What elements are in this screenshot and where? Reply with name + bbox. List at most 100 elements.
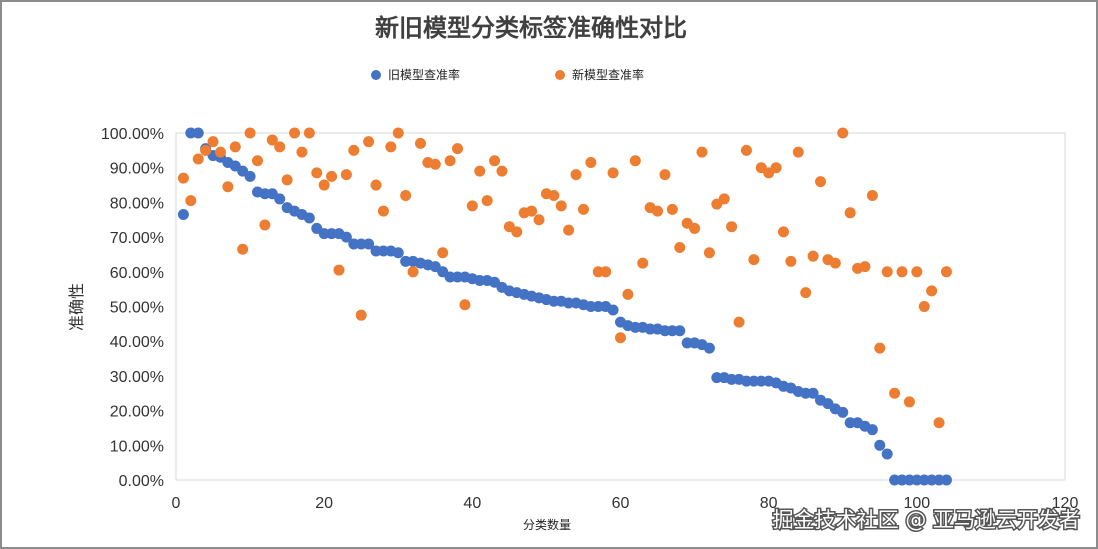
new-model-point — [400, 189, 412, 201]
new-model-point — [229, 141, 241, 153]
new-model-point — [333, 264, 345, 276]
new-model-point — [251, 155, 263, 167]
y-tick-label: 90.00% — [110, 161, 164, 178]
new-model-point — [844, 207, 856, 219]
y-tick-label: 0.00% — [119, 473, 164, 490]
new-model-point — [874, 342, 886, 354]
new-model-point — [777, 226, 789, 238]
new-model-point — [726, 221, 738, 233]
new-model-point — [637, 257, 649, 269]
new-model-point — [392, 127, 404, 139]
new-model-point — [570, 169, 582, 181]
new-model-point — [526, 205, 538, 217]
new-model-point — [903, 396, 915, 408]
old-model-point — [874, 439, 886, 451]
new-model-point — [407, 266, 419, 278]
x-tick-label: 100 — [903, 495, 930, 512]
new-model-point — [414, 137, 426, 149]
old-model-point — [244, 170, 256, 182]
old-model-point — [192, 127, 204, 139]
y-tick-label: 40.00% — [110, 334, 164, 351]
new-model-point — [918, 301, 930, 312]
new-model-point — [281, 174, 293, 186]
new-model-point — [896, 266, 908, 278]
new-model-point — [340, 169, 352, 181]
new-model-point — [911, 266, 923, 278]
new-model-point — [192, 153, 204, 165]
series-old-model — [177, 127, 952, 486]
new-model-point — [489, 155, 501, 167]
new-model-point — [326, 170, 338, 182]
new-model-point — [718, 193, 730, 205]
new-model-point — [466, 200, 478, 212]
x-tick-label: 0 — [172, 495, 181, 512]
y-tick-label: 60.00% — [110, 265, 164, 282]
new-model-point — [377, 205, 389, 217]
y-tick-label: 80.00% — [110, 195, 164, 212]
old-model-point — [940, 474, 952, 486]
new-model-point — [370, 179, 382, 191]
chart-title: 新旧模型分类标签准确性对比 — [375, 14, 687, 42]
y-tick-label: 20.00% — [110, 404, 164, 421]
new-model-point — [859, 261, 871, 273]
new-model-point — [866, 189, 878, 201]
x-tick-label: 40 — [463, 495, 481, 512]
plot-area — [175, 132, 1066, 481]
new-model-point — [474, 165, 486, 177]
new-model-point — [437, 247, 449, 259]
new-model-point — [259, 219, 271, 231]
new-model-point — [666, 203, 678, 215]
y-tick-label: 100.00% — [101, 126, 164, 143]
new-model-point — [577, 203, 589, 215]
old-model-point — [674, 325, 686, 337]
new-model-point — [511, 226, 523, 238]
y-tick-label: 50.00% — [110, 300, 164, 317]
new-model-point — [674, 242, 686, 254]
new-model-point — [355, 309, 367, 321]
new-model-point — [452, 143, 464, 155]
new-model-point — [214, 146, 226, 158]
new-model-point — [222, 181, 234, 193]
legend-old-marker — [371, 70, 381, 80]
legend-new-label: 新模型查准率 — [572, 67, 644, 82]
new-model-point — [548, 189, 560, 201]
new-model-point — [800, 287, 812, 299]
legend-old-label: 旧模型查准率 — [388, 67, 460, 82]
new-model-point — [585, 156, 597, 168]
new-model-point — [274, 141, 286, 153]
new-model-point — [926, 285, 938, 297]
new-model-point — [733, 316, 745, 328]
new-model-point — [785, 255, 797, 267]
new-model-point — [807, 250, 819, 262]
new-model-point — [481, 195, 493, 207]
new-model-point — [237, 243, 249, 255]
new-model-point — [496, 165, 508, 177]
new-model-point — [740, 144, 752, 156]
new-model-point — [311, 167, 323, 179]
legend-new-marker — [555, 70, 565, 80]
new-model-point — [940, 266, 952, 278]
new-model-point — [266, 134, 278, 146]
new-model-point — [459, 299, 471, 311]
y-axis-label: 准确性 — [67, 283, 86, 331]
old-model-point — [607, 304, 619, 316]
new-model-point — [933, 417, 945, 429]
new-model-point — [629, 155, 641, 167]
x-tick-label: 60 — [612, 495, 630, 512]
x-axis-ticks: 0 20 40 60 80 100 120 — [172, 495, 1079, 512]
y-tick-label: 30.00% — [110, 369, 164, 386]
data-points — [177, 127, 952, 486]
new-model-point — [555, 200, 567, 212]
old-model-point — [303, 212, 315, 224]
new-model-point — [659, 169, 671, 181]
new-model-point — [600, 266, 612, 278]
new-model-point — [177, 172, 189, 184]
new-model-point — [563, 224, 575, 236]
old-model-point — [363, 238, 375, 250]
old-model-point — [392, 247, 404, 259]
y-axis-ticks: 0.00% 10.00% 20.00% 30.00% 40.00% 50.00% 60.00… — [101, 126, 164, 490]
new-model-point — [429, 158, 441, 170]
new-model-point — [185, 195, 197, 207]
new-model-point — [296, 146, 308, 158]
